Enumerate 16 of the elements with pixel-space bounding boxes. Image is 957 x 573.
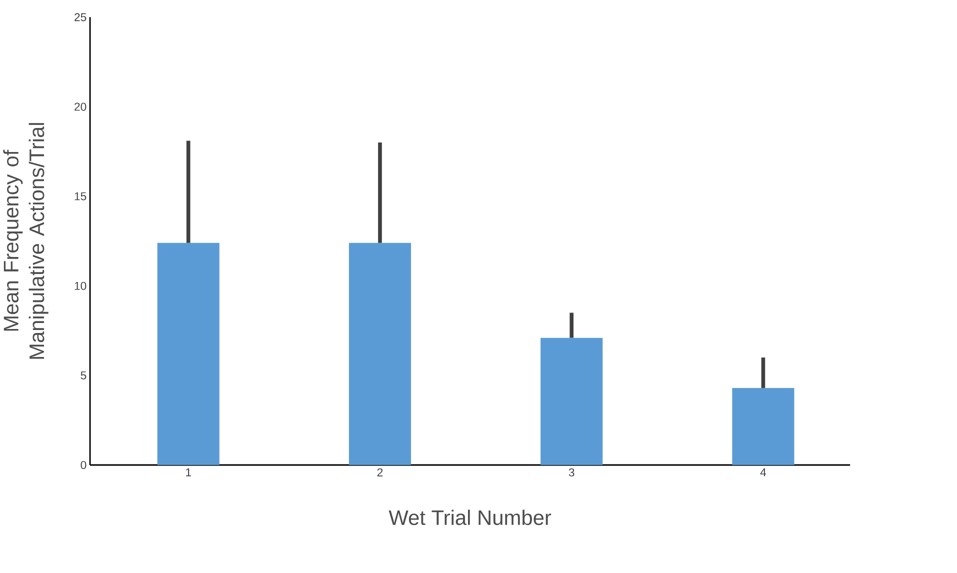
- bar: [157, 242, 220, 466]
- y-tick-label: 15: [74, 192, 86, 200]
- bar: [732, 388, 794, 466]
- y-axis-title: Mean Frequency of Manipulative Actions/Trial: [3, 123, 48, 359]
- y-tick-label: 0: [80, 461, 86, 470]
- y-tick-label: 25: [74, 13, 86, 22]
- bar: [348, 242, 412, 466]
- x-axis-title: Wet Trial Number: [388, 510, 552, 526]
- y-tick-label: 20: [74, 102, 86, 111]
- x-tick-label: 1: [186, 468, 191, 476]
- bar: [540, 338, 603, 466]
- y-tick-label: 10: [74, 282, 86, 290]
- x-tick-label: 3: [568, 468, 574, 476]
- y-tick-label: 5: [80, 372, 86, 380]
- x-tick-label: 4: [760, 468, 766, 476]
- x-tick-label: 2: [377, 468, 383, 476]
